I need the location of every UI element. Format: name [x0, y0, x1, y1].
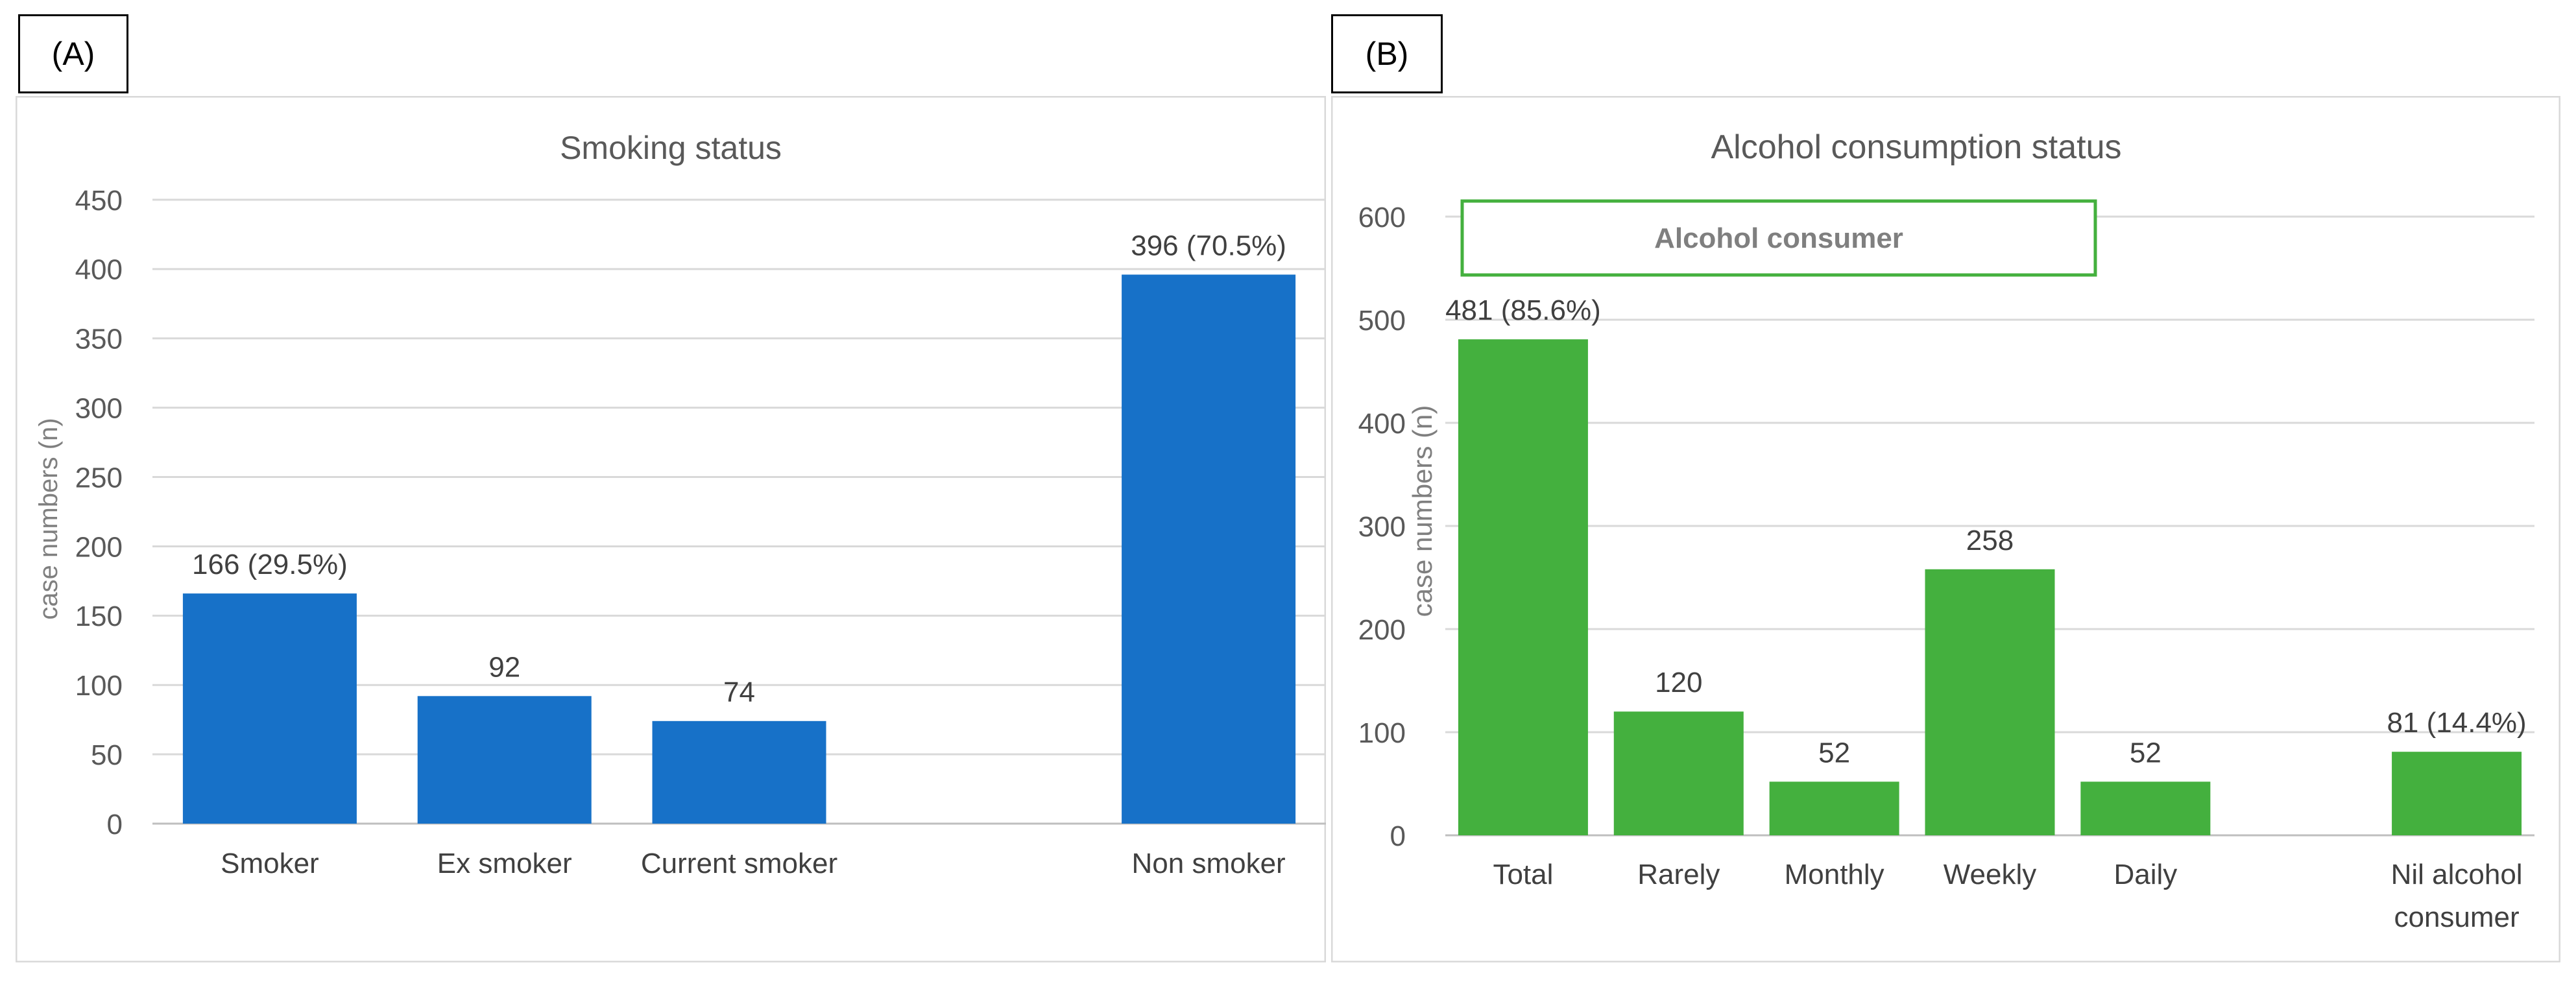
chart-a-x-tick-label: Smoker	[221, 848, 319, 879]
chart-a-bar	[1122, 274, 1296, 824]
chart-b-bar	[1613, 711, 1744, 835]
smoking-status-chart: 0 50 100 150 200 250 300 350 400 450 166 (29.5%) S…	[16, 96, 1326, 962]
chart-b-data-label: 52	[2130, 737, 2161, 769]
alcohol-consumer-label: Alcohol consumer	[1654, 222, 1903, 254]
chart-b-x-tick-label: Total	[1493, 859, 1553, 890]
chart-a-y-tick-label: 250	[75, 462, 123, 494]
chart-b-bar	[1769, 781, 1899, 835]
chart-a-y-tick-label: 200	[75, 531, 123, 563]
chart-b-x-tick-label: Daily	[2113, 859, 2177, 890]
chart-b-bars: 481 (85.6%) Total 120 Rarely 52 Monthly 258 Wee…	[1445, 294, 2527, 933]
chart-b-data-label: 481 (85.6%)	[1445, 294, 1601, 326]
chart-b-y-tick-label: 100	[1358, 717, 1406, 749]
chart-b-y-tick-label: 500	[1358, 305, 1406, 337]
chart-a-y-tick-label: 300	[75, 393, 123, 425]
panel-a-tag: (A)	[18, 14, 128, 93]
chart-a-y-tick-label: 100	[75, 670, 123, 702]
chart-b-bar	[2392, 752, 2522, 835]
chart-b-x-tick-label: consumer	[2394, 901, 2519, 933]
alcohol-consumer-box	[1460, 199, 2097, 277]
chart-b-data-label: 120	[1655, 667, 1702, 698]
chart-a-bar	[417, 696, 592, 824]
chart-b-x-tick-label: Rarely	[1637, 859, 1720, 890]
chart-b-x-tick-label: Monthly	[1785, 859, 1884, 890]
chart-a-data-label: 166 (29.5%)	[192, 549, 348, 580]
chart-a-y-tick-label: 350	[75, 324, 123, 355]
chart-b-y-tick-label: 600	[1358, 202, 1406, 233]
chart-b-y-tick-label: 300	[1358, 511, 1406, 543]
chart-a-x-tick-label: Current smoker	[641, 848, 837, 879]
chart-a-data-label: 74	[723, 676, 755, 708]
chart-a-x-tick-label: Non smoker	[1132, 848, 1286, 879]
chart-b-bar	[2080, 781, 2211, 835]
chart-b-y-tick-label: 0	[1390, 820, 1406, 852]
alcohol-consumption-chart: 0 100 200 300 400 500 600 481 (85.6%) Total 120 R…	[1331, 96, 2560, 962]
chart-a-data-label: 396 (70.5%)	[1131, 230, 1286, 261]
chart-b-data-label: 258	[1966, 525, 2014, 556]
chart-b-y-tick-label: 200	[1358, 614, 1406, 646]
chart-a-y-tick-label: 50	[91, 739, 123, 771]
chart-b-bar	[1458, 339, 1588, 835]
chart-b-title: Alcohol consumption status	[1711, 128, 2121, 166]
chart-a-y-tick-label: 400	[75, 254, 123, 286]
chart-a-title: Smoking status	[560, 130, 782, 166]
chart-b-data-label: 52	[1818, 737, 1850, 769]
chart-b-y-tick-label: 400	[1358, 408, 1406, 440]
chart-b-x-tick-label: Nil alcohol	[2391, 859, 2523, 890]
chart-a-y-axis-label: case numbers (n)	[34, 418, 63, 619]
chart-b-data-label: 81 (14.4%)	[2387, 707, 2526, 739]
chart-a-y-tick-label: 450	[75, 185, 123, 217]
chart-a-x-tick-label: Ex smoker	[437, 848, 572, 879]
chart-a-data-label: 92	[488, 651, 520, 683]
chart-b-y-axis-label: case numbers (n)	[1407, 405, 1438, 617]
chart-b-bar	[1925, 569, 2055, 835]
chart-a-bars: 166 (29.5%) Smoker 92 Ex smoker 74 Current sm…	[182, 230, 1296, 879]
chart-b-x-tick-label: Weekly	[1944, 859, 2036, 890]
panel-b-tag: (B)	[1331, 14, 1443, 93]
chart-a-y-tick-label: 150	[75, 601, 123, 632]
chart-a-bar	[182, 593, 357, 824]
chart-a-bar	[652, 721, 826, 824]
chart-a-y-tick-label: 0	[107, 809, 123, 840]
